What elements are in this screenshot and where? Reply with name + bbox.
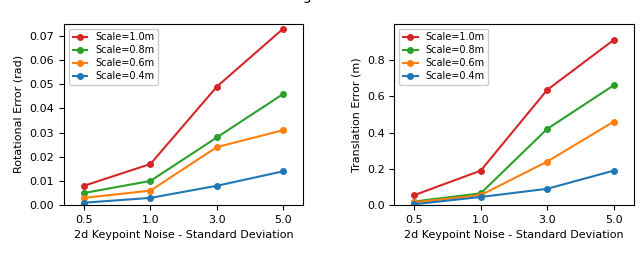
X-axis label: 2d Keypoint Noise - Standard Deviation: 2d Keypoint Noise - Standard Deviation [404,230,624,240]
Legend: Scale=1.0m, Scale=0.8m, Scale=0.6m, Scale=0.4m: Scale=1.0m, Scale=0.8m, Scale=0.6m, Scal… [399,28,488,85]
Scale=0.6m [80,196,88,199]
Scale=0.8m [543,127,551,130]
Scale=0.8m [213,136,221,139]
Scale=0.4m [213,184,221,187]
Scale=0.8m [80,191,88,195]
Scale=0.6m [410,201,418,204]
Scale=0.4m [543,187,551,190]
Scale=0.6m [610,120,618,123]
Scale=1.0m [147,163,154,166]
Line: Scale=0.8m: Scale=0.8m [81,91,286,196]
Scale=0.6m [543,160,551,163]
Line: Scale=0.8m: Scale=0.8m [412,83,616,204]
Scale=0.8m [477,192,484,195]
Scale=0.8m [147,179,154,183]
Scale=0.6m [280,129,287,132]
X-axis label: 2d Keypoint Noise - Standard Deviation: 2d Keypoint Noise - Standard Deviation [74,230,294,240]
Scale=0.8m [410,200,418,203]
Scale=0.6m [147,189,154,192]
Scale=0.8m [280,92,287,95]
Line: Scale=0.4m: Scale=0.4m [412,168,616,207]
Scale=0.4m [410,203,418,206]
Scale=0.4m [80,201,88,204]
Scale=0.4m [477,195,484,199]
Scale=1.0m [410,194,418,197]
Scale=0.4m [610,169,618,172]
Scale=0.6m [477,194,484,197]
Y-axis label: Rotational Error (rad): Rotational Error (rad) [14,55,24,174]
Scale=0.6m [213,145,221,149]
Line: Scale=0.6m: Scale=0.6m [81,127,286,201]
Scale=1.0m [610,38,618,42]
Line: Scale=0.4m: Scale=0.4m [81,169,286,205]
Line: Scale=0.6m: Scale=0.6m [412,119,616,205]
Scale=1.0m [477,169,484,172]
Legend: Scale=1.0m, Scale=0.8m, Scale=0.6m, Scale=0.4m: Scale=1.0m, Scale=0.8m, Scale=0.6m, Scal… [69,28,158,85]
Scale=1.0m [543,88,551,92]
Text: Figure 2: Figure 2 [292,0,348,3]
Scale=1.0m [80,184,88,187]
Scale=0.4m [147,196,154,199]
Line: Scale=1.0m: Scale=1.0m [81,26,286,189]
Y-axis label: Translation Error (m): Translation Error (m) [351,57,361,172]
Scale=0.8m [610,84,618,87]
Scale=0.4m [280,170,287,173]
Scale=1.0m [280,27,287,30]
Scale=1.0m [213,85,221,88]
Line: Scale=1.0m: Scale=1.0m [412,37,616,198]
